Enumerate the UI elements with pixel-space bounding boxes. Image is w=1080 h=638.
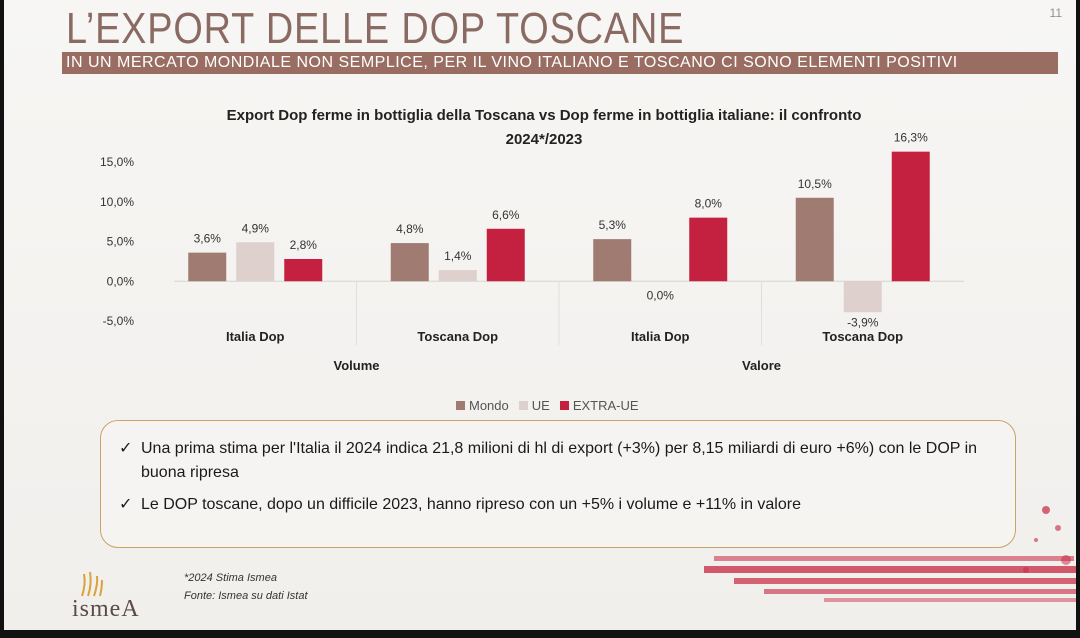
note-item: ✓ Una prima stima per l'Italia il 2024 in… xyxy=(119,437,991,485)
notes-box: ✓ Una prima stima per l'Italia il 2024 in… xyxy=(100,420,1016,548)
ismea-logo: ismeA xyxy=(72,596,140,622)
ismea-logo-icon xyxy=(81,571,103,597)
checkmark-icon: ✓ xyxy=(119,496,133,513)
data-label: 8,0% xyxy=(695,197,723,211)
category-label: Italia Dop xyxy=(226,329,285,344)
bar-mondo xyxy=(593,239,632,282)
note-item: ✓ Le DOP toscane, dopo un difficile 2023,… xyxy=(119,493,991,517)
bar-extra-ue xyxy=(284,258,323,282)
page-number: 11 xyxy=(1049,6,1062,20)
chart-title-line2: 2024*/2023 xyxy=(505,131,583,148)
chart-title: Export Dop ferme in bottiglia della Tosc… xyxy=(144,104,944,152)
group-label: Valore xyxy=(742,358,781,373)
y-tick-label: -5,0% xyxy=(103,314,135,328)
bar-ue xyxy=(438,270,477,282)
category-label: Toscana Dop xyxy=(822,329,903,344)
data-label: -3,9% xyxy=(847,315,879,329)
slide-title: L’EXPORT DELLE DOP TOSCANE xyxy=(66,4,685,53)
legend-swatch-extra-ue xyxy=(559,401,569,410)
data-label: 1,4% xyxy=(444,249,472,263)
group-label: Volume xyxy=(334,358,380,373)
legend-swatch-ue xyxy=(518,401,528,410)
footnote-source: Fonte: Ismea su dati Istat xyxy=(184,590,308,602)
data-label: 3,6% xyxy=(194,232,222,246)
category-label: Italia Dop xyxy=(631,329,690,344)
decorative-brush-stroke xyxy=(704,556,1076,602)
y-tick-label: 5,0% xyxy=(107,235,135,249)
bar-mondo xyxy=(390,243,429,282)
note-text: Una prima stima per l'Italia il 2024 ind… xyxy=(141,440,978,481)
data-label: 16,3% xyxy=(894,131,928,145)
y-tick-label: 15,0% xyxy=(100,155,134,169)
data-label: 5,3% xyxy=(599,218,627,232)
bar-extra-ue xyxy=(486,228,525,282)
bar-mondo xyxy=(795,197,834,282)
slide: L’EXPORT DELLE DOP TOSCANE 11 IN UN MERC… xyxy=(4,0,1076,630)
data-label: 2,8% xyxy=(290,238,318,252)
bar-chart: 15,0% 10,0% 5,0% 0,0% -5,0% 3,6% 4,9% 2,8% Itali… xyxy=(100,131,964,373)
note-text: Le DOP toscane, dopo un difficile 2023, … xyxy=(141,496,801,513)
legend-item-extra-ue: EXTRA-UE xyxy=(559,398,639,413)
data-label: 10,5% xyxy=(798,177,832,191)
data-label: 0,0% xyxy=(647,288,675,302)
legend-item-ue: UE xyxy=(518,398,550,413)
subtitle-bar: IN UN MERCATO MONDIALE NON SEMPLICE, PER… xyxy=(62,52,1058,74)
y-tick-label: 0,0% xyxy=(107,274,135,288)
bar-extra-ue xyxy=(689,217,728,282)
checkmark-icon: ✓ xyxy=(119,440,133,457)
data-label: 6,6% xyxy=(492,208,520,222)
data-label: 4,9% xyxy=(242,221,270,235)
legend-item-mondo: Mondo xyxy=(456,398,509,413)
bar-ue xyxy=(236,242,275,282)
legend-swatch-mondo xyxy=(456,401,465,410)
footnote-estimate: *2024 Stima Ismea xyxy=(184,572,277,584)
bar-ue xyxy=(843,281,882,313)
category-label: Toscana Dop xyxy=(417,329,498,344)
legend-label-mondo: Mondo xyxy=(469,398,509,413)
subtitle-text: IN UN MERCATO MONDIALE NON SEMPLICE, PER… xyxy=(66,54,958,71)
chart-title-line1: Export Dop ferme in bottiglia della Tosc… xyxy=(226,107,862,124)
legend-label-extra-ue: EXTRA-UE xyxy=(572,398,639,413)
bar-mondo xyxy=(188,252,227,282)
y-tick-label: 10,0% xyxy=(100,195,134,209)
chart-legend: Mondo UE EXTRA-UE xyxy=(456,398,639,413)
data-label: 4,8% xyxy=(396,222,424,236)
bar-extra-ue xyxy=(891,151,930,282)
decorative-splatter xyxy=(1023,506,1071,573)
legend-label-ue: UE xyxy=(531,398,550,413)
